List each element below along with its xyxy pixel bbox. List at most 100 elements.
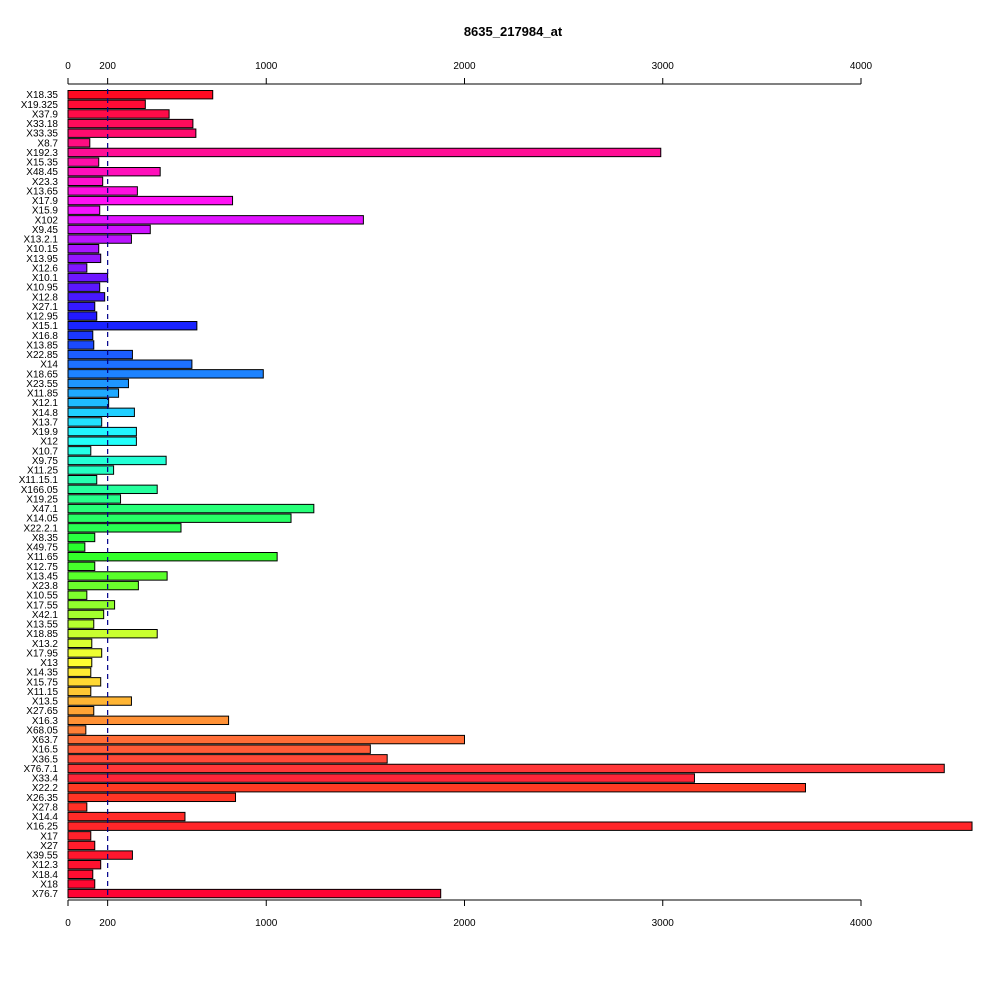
bottom-tick-label: 200 — [99, 918, 116, 929]
category-label: X12.1 — [32, 398, 59, 409]
category-label: X15.75 — [26, 677, 58, 688]
category-label: X12.8 — [32, 292, 59, 303]
category-label: X11.15.1 — [19, 475, 59, 486]
bar-X11.25 — [67, 465, 115, 475]
bar-X15.75 — [67, 677, 102, 687]
category-label: X13.2 — [32, 639, 59, 650]
bar-X13.45 — [67, 571, 168, 581]
bar-X33.35 — [67, 128, 197, 138]
category-label: X19.9 — [32, 427, 59, 438]
bar-X12 — [67, 436, 137, 446]
bar-X17.95 — [67, 648, 103, 658]
bar-X15.1 — [67, 321, 198, 331]
category-label: X17 — [40, 831, 58, 842]
bar-X76.7.1 — [67, 763, 945, 774]
bar-X27 — [67, 840, 96, 851]
category-label: X13.2.1 — [24, 235, 59, 246]
category-label: X37.9 — [32, 109, 59, 120]
bar-X68.05 — [67, 725, 87, 735]
category-label: X10.15 — [26, 244, 58, 255]
category-label: X18 — [40, 879, 58, 890]
bar-X22.2.1 — [67, 523, 182, 533]
bar-X23.8 — [67, 580, 139, 591]
bar-X48.45 — [67, 167, 161, 177]
bar-X14.8 — [67, 407, 135, 418]
category-label: X22.2.1 — [24, 523, 59, 534]
bar-X16.5 — [67, 744, 371, 754]
bar-X16.8 — [67, 330, 94, 341]
category-label: X11.25 — [27, 466, 58, 477]
category-label: X49.75 — [26, 543, 58, 554]
bar-X192.3 — [67, 147, 662, 158]
category-label: X12.3 — [32, 860, 59, 871]
bar-X27.1 — [67, 301, 96, 312]
category-label: X13.45 — [26, 571, 58, 582]
bar-X42.1 — [67, 609, 105, 620]
bar-X10.95 — [67, 282, 101, 292]
category-label: X14.4 — [32, 812, 59, 823]
category-label: X76.7.1 — [24, 764, 59, 775]
bar-X23.55 — [67, 378, 129, 389]
category-label: X27.8 — [32, 802, 59, 813]
bottom-tick-label: 2000 — [453, 918, 476, 929]
category-label: X22.85 — [26, 350, 58, 361]
category-label: X10.95 — [26, 283, 58, 294]
bar-X27.8 — [67, 802, 88, 812]
bar-X23.3 — [67, 176, 104, 187]
bar-X8.35 — [67, 532, 96, 543]
bar-X26.35 — [67, 792, 237, 803]
top-axis-ticks: 0 200 1000 2000 3000 4000 — [65, 61, 873, 84]
category-label: X68.05 — [26, 725, 58, 736]
bar-X16.25 — [67, 821, 973, 831]
category-label: X12.75 — [26, 562, 58, 573]
category-label: X13.55 — [26, 620, 58, 631]
category-label: X42.1 — [32, 610, 59, 621]
bar-X13.5 — [67, 696, 132, 706]
category-label: X10.55 — [26, 591, 58, 602]
bar-X10.1 — [67, 272, 109, 283]
bar-X17 — [67, 831, 92, 841]
bar-X14.35 — [67, 667, 92, 677]
bar-X36.5 — [67, 754, 388, 764]
bar-X13.7 — [67, 417, 103, 427]
bar-X19.9 — [67, 426, 137, 437]
category-label: X33.18 — [26, 119, 58, 130]
top-tick-label: 2000 — [453, 61, 476, 72]
category-label: X10.1 — [32, 273, 59, 284]
category-label: X13.5 — [32, 697, 59, 708]
bar-X12.1 — [67, 398, 110, 408]
category-label: X14.8 — [32, 408, 59, 419]
category-label: X8.7 — [37, 138, 58, 149]
category-label: X27.1 — [32, 302, 59, 313]
bar-X13.55 — [67, 619, 95, 629]
category-label: X18.65 — [26, 369, 58, 380]
bar-X18.35 — [67, 90, 214, 100]
category-label: X12.95 — [26, 312, 58, 323]
bar-X63.7 — [67, 734, 465, 745]
bar-X18.85 — [67, 629, 158, 639]
bar-X102 — [67, 215, 364, 225]
bar-X14 — [67, 359, 193, 369]
bar-X37.9 — [67, 109, 170, 119]
bar-X13.65 — [67, 186, 138, 196]
category-label: X22.2 — [32, 783, 59, 794]
category-label: X12.6 — [32, 263, 59, 274]
bottom-tick-label: 0 — [65, 918, 71, 929]
category-label: X26.35 — [26, 793, 58, 804]
bar-X33.4 — [67, 773, 695, 783]
category-label: X14 — [40, 360, 58, 371]
category-label: X9.75 — [32, 456, 59, 467]
bar-X12.6 — [67, 263, 88, 273]
bar-X9.45 — [67, 224, 151, 235]
bar-X22.85 — [67, 349, 133, 360]
bars-group — [67, 90, 973, 899]
bar-X11.15 — [67, 686, 92, 697]
category-label: X13.85 — [26, 340, 58, 351]
bar-X11.65 — [67, 552, 278, 562]
category-label: X23.3 — [32, 177, 59, 188]
category-label: X48.45 — [26, 167, 58, 178]
category-label: X33.4 — [32, 774, 59, 785]
bar-X47.1 — [67, 503, 315, 514]
